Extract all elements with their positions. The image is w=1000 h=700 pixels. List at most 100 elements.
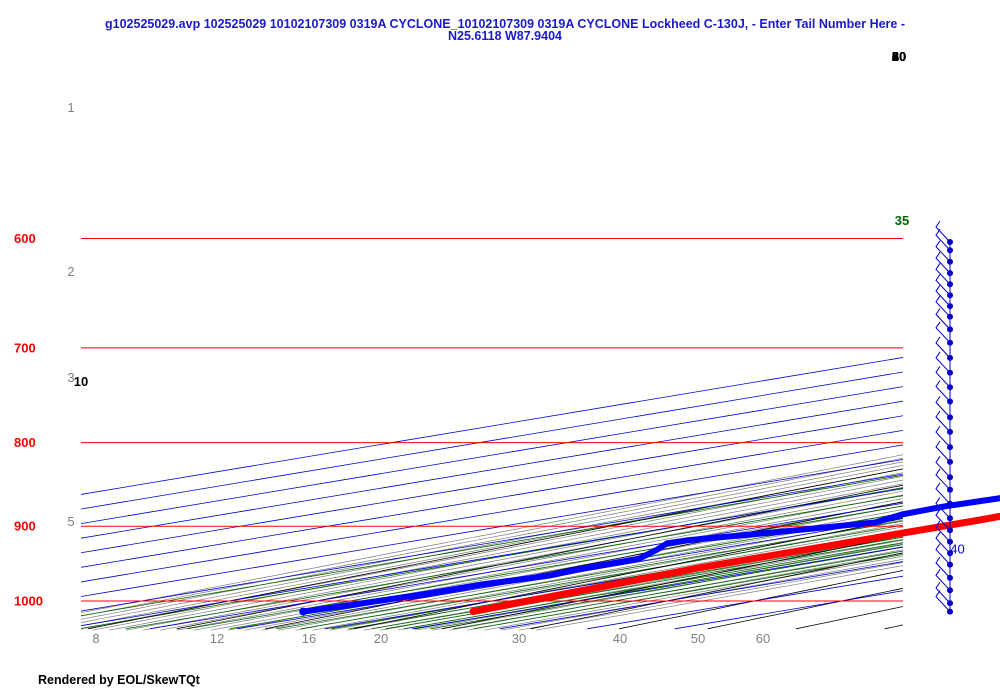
wind-barb: [935, 425, 951, 448]
moist-adiabat-label: 30: [512, 631, 526, 646]
chart-title: g102525029.avp 102525029 10102107309 031…: [70, 17, 940, 43]
dry-adiabat-line: [176, 484, 903, 630]
isotherm-line: [81, 429, 903, 568]
renderer-credit: Rendered by EOL/SkewTQt: [38, 673, 200, 687]
wind-barb: [935, 396, 951, 418]
moist-adiabat-line: [278, 516, 903, 631]
wind-barb: [935, 380, 951, 402]
moist-adiabat-line: [518, 562, 903, 631]
moist-adiabat-line: [109, 479, 903, 631]
moist-adiabat-label: 20: [374, 631, 388, 646]
moist-adiabat-label: 12: [210, 631, 224, 646]
wind-barb: [935, 308, 951, 330]
wind-barb: [935, 556, 951, 579]
wind-barb: [935, 532, 951, 554]
wind-barb: [935, 321, 951, 344]
isotherm-line: [81, 444, 903, 583]
isotherm-line: [81, 415, 903, 554]
wind-barb: [935, 228, 951, 251]
isotherm-line: [81, 357, 903, 495]
wind-barb: [935, 581, 951, 604]
mixing-ratio-line: [187, 505, 903, 630]
pressure-tick-label: 700: [14, 340, 36, 355]
moist-adiabat-label: 40: [613, 631, 627, 646]
isotherm-line: [81, 473, 903, 612]
moist-adiabat-line: [380, 536, 903, 631]
isotherm-line: [81, 386, 903, 525]
dewpoint-point: [299, 607, 308, 616]
mixing-ratio-line: [371, 536, 903, 630]
wind-barb: [935, 295, 951, 318]
dry-adiabat-line: [884, 624, 903, 630]
mixing-ratio-line: [300, 524, 903, 630]
dry-adiabat-line: [619, 570, 903, 630]
mixing-ratio-label: 35: [895, 213, 909, 228]
dry-adiabat-line: [442, 535, 903, 630]
moist-adiabat-line: [295, 519, 903, 631]
mixing-ratio-line: [81, 487, 903, 629]
isotherm-line: [324, 532, 903, 630]
mixing-ratio-line: [125, 495, 903, 630]
pressure-tick-label: 900: [14, 519, 36, 534]
moist-adiabat-label: 16: [302, 631, 316, 646]
chart-title-line1: g102525029.avp 102525029 10102107309 031…: [105, 17, 905, 31]
isotherm-line: [412, 546, 903, 630]
moist-adiabat-line: [81, 461, 903, 620]
wind-barb: [935, 497, 951, 519]
wind-barb: [935, 366, 951, 388]
dry-adiabat-label: 40: [892, 49, 906, 64]
dry-adiabat-label: 50: [892, 49, 906, 64]
dry-adiabat-line: [973, 221, 1000, 629]
moist-adiabat-line: [449, 549, 903, 631]
dewpoint-trace: [300, 495, 1000, 615]
mixing-ratio-line: [430, 546, 903, 630]
height-label: 1: [67, 100, 74, 115]
height-label: 5: [67, 514, 74, 529]
chart-title-line2: N25.6118 W87.9404: [448, 29, 562, 43]
pressure-tick-label: 1000: [14, 594, 43, 609]
moist-adiabat-line: [346, 529, 903, 631]
moist-adiabat-line: [126, 483, 903, 631]
wind-barb: [935, 468, 951, 491]
wind-barb: [935, 263, 951, 285]
mixing-ratio-line: [276, 520, 903, 630]
wind-barb: [935, 336, 951, 359]
wind-barb: [935, 240, 951, 263]
dry-adiabat-line: [88, 468, 903, 630]
wind-barb: [935, 543, 951, 565]
mixing-ratio-line: [81, 474, 903, 617]
wind-barb: [935, 251, 951, 274]
moist-adiabat-line: [81, 457, 903, 617]
dry-adiabat-label: 30: [892, 49, 906, 64]
wind-barb: [935, 410, 951, 433]
height-label: 3: [67, 370, 74, 385]
moist-adiabat-line: [81, 468, 903, 627]
wind-barb: [935, 440, 951, 463]
moist-adiabat-line: [81, 454, 903, 614]
isotherm-line: [81, 459, 903, 597]
moist-adiabat-line: [261, 512, 903, 631]
moist-adiabat-line: [312, 523, 903, 631]
mixing-ratio-line: [229, 512, 903, 630]
wind-barb: [935, 520, 951, 543]
pressure-tick-label: 600: [14, 231, 36, 246]
moist-adiabat-label: 8: [92, 631, 99, 646]
dry-adiabat-label: 60: [892, 49, 906, 64]
wind-barb: [935, 274, 951, 296]
moist-adiabat-line: [193, 498, 903, 631]
wind-barb: [935, 351, 951, 374]
mixing-ratio-line: [415, 544, 903, 630]
mixing-ratio-line: [385, 539, 903, 630]
mixing-ratio-line: [453, 550, 903, 630]
moist-adiabat-line: [466, 552, 903, 631]
moist-adiabat-line: [432, 546, 903, 631]
wind-barb: [935, 284, 951, 307]
mixing-ratio-line: [403, 542, 903, 630]
dry-adiabat-label: 10: [74, 374, 88, 389]
isotherm-line: [81, 488, 903, 627]
wind-barb: [935, 569, 951, 591]
moist-adiabat-line: [176, 494, 903, 631]
isotherm-line: [587, 575, 903, 630]
height-label: 2: [67, 264, 74, 279]
